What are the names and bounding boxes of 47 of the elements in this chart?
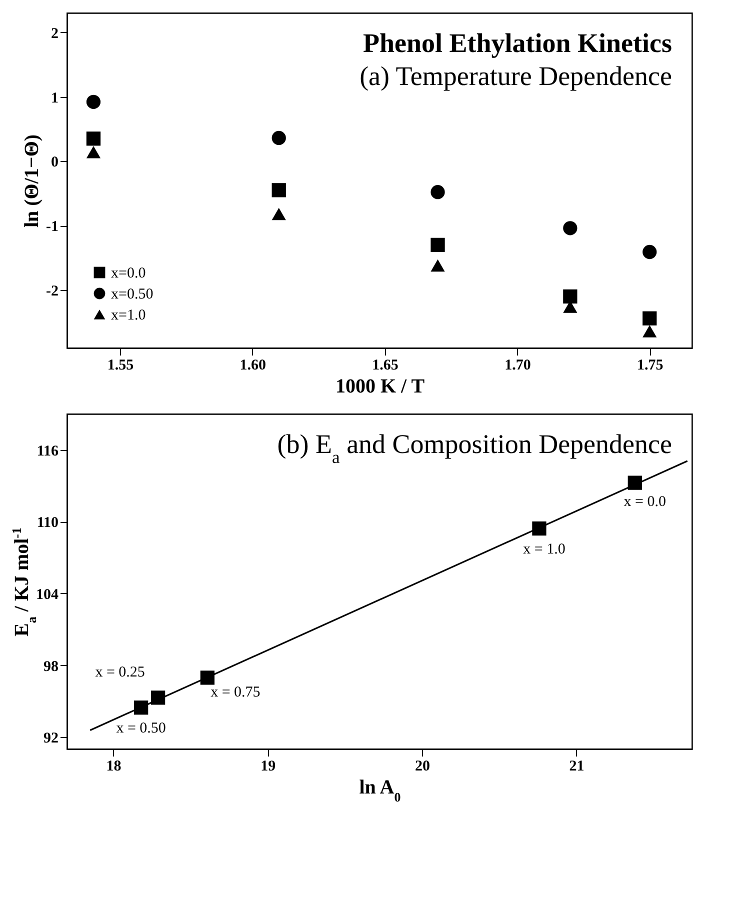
point — [563, 289, 578, 304]
x-tick-label: 18 — [106, 758, 122, 774]
y-tick-label: 2 — [51, 26, 58, 42]
legend-label: x=0.0 — [111, 266, 146, 282]
y-tick-label: 110 — [36, 515, 58, 532]
y-tick-label: -2 — [46, 284, 58, 300]
x-tick-label: 1.70 — [504, 358, 531, 374]
x-tick-label: 1.65 — [372, 358, 398, 374]
point — [563, 221, 578, 236]
x-tick-label: 1.60 — [240, 358, 266, 374]
text: (a) Temperature Dependence — [360, 61, 672, 91]
y-axis-title: ln (Θ/1−Θ) — [21, 134, 44, 228]
x-tick-label: 1.75 — [637, 358, 664, 374]
point — [430, 238, 445, 252]
text: (b) E$_{a}$ and Composition Dependence — [277, 429, 672, 467]
y-tick-label: 116 — [36, 443, 59, 460]
point — [86, 132, 101, 146]
point — [86, 94, 101, 109]
annotation: x = 0.25 — [95, 664, 145, 681]
point — [642, 244, 657, 260]
point — [642, 311, 657, 326]
y-tick-label: 92 — [44, 730, 58, 747]
y-tick-label: 0 — [51, 154, 58, 171]
point — [272, 130, 286, 146]
annotation: x = 0.0 — [624, 494, 666, 510]
annotation: x = 0.75 — [210, 684, 260, 701]
x-tick-label: 21 — [569, 758, 584, 774]
point — [642, 325, 657, 338]
text: Phenol Ethylation Kinetics — [362, 28, 672, 58]
point — [430, 185, 445, 200]
x-tick-label: 20 — [414, 758, 430, 774]
point — [272, 183, 286, 198]
y-tick-label: -1 — [46, 219, 58, 236]
annotation: x = 1.0 — [523, 542, 566, 558]
x-axis-title: 1000 K / T — [335, 376, 426, 398]
y-tick-label: 98 — [44, 658, 58, 675]
y-tick-label: 104 — [36, 586, 59, 603]
point — [272, 208, 286, 220]
point — [86, 146, 101, 158]
legend-label: x=1.0 — [111, 308, 146, 324]
point — [430, 259, 445, 272]
x-tick-label: 1.55 — [107, 358, 134, 374]
x-axis-title: ln A$_{0}$ — [359, 776, 401, 804]
y-tick-label: 1 — [51, 90, 58, 106]
legend-label: x=0.50 — [111, 286, 154, 302]
x-tick-label: 19 — [260, 758, 276, 774]
annotation: x = 0.50 — [116, 720, 166, 737]
